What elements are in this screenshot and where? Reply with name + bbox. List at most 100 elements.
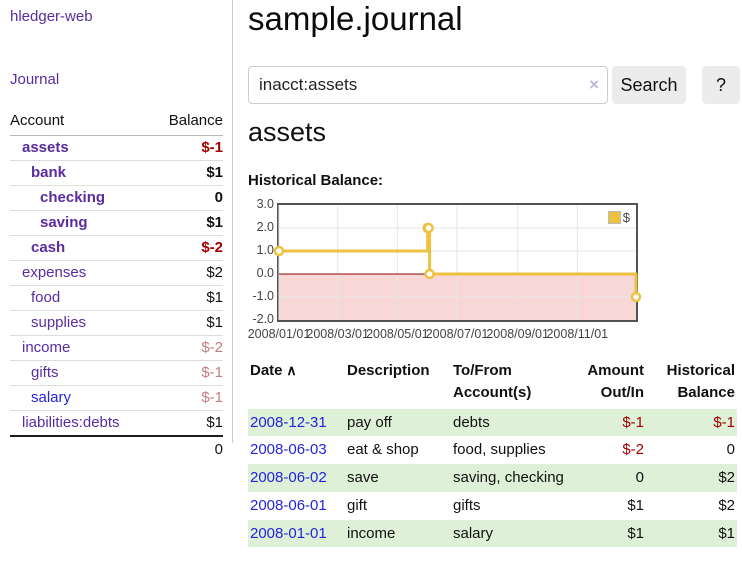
balance-column-header: Balance	[168, 112, 223, 129]
account-link-liabilities-debts[interactable]: liabilities:debts	[22, 414, 120, 431]
account-balance: $-1	[201, 389, 223, 406]
accounts-rows: assets $-1 bank $1 checking 0 saving $1 cash $-2 e…	[10, 136, 223, 435]
account-column-header: Account	[10, 112, 65, 129]
register-row: 2008-06-01 gift gifts $1 $2	[248, 492, 737, 520]
amount-cell: $1	[627, 524, 644, 542]
amount-cell: $-2	[622, 441, 644, 459]
header-line: Description	[347, 362, 430, 379]
transaction-date-link[interactable]: 2008-06-02	[250, 469, 327, 486]
transaction-date-link[interactable]: 2008-01-01	[250, 524, 327, 542]
header-line: Out/In	[600, 383, 644, 401]
account-balance: $1	[206, 164, 223, 181]
account-row: gifts $-1	[10, 360, 223, 385]
transaction-date-link[interactable]: 2008-12-31	[250, 413, 327, 431]
date-cell: 2008-06-02	[248, 464, 345, 492]
chart-svg	[273, 205, 642, 320]
account-link-salary[interactable]: salary	[31, 389, 72, 406]
register-row: 2008-06-03 eat & shop food, supplies $-2 0	[248, 436, 737, 464]
sidebar: hledger-web Journal Account Balance asse…	[0, 0, 233, 458]
description-cell: income	[347, 524, 396, 542]
description-cell: eat & shop	[347, 441, 419, 459]
account-row: saving $1	[10, 210, 223, 235]
accounts-cell: gifts	[453, 496, 481, 514]
amount-cell: 0	[635, 469, 644, 486]
search-box: ×	[248, 66, 608, 104]
account-link-checking[interactable]: checking	[40, 189, 106, 206]
x-axis-tick-label: 2008/03/01	[306, 327, 369, 341]
search-button[interactable]: Search	[612, 66, 686, 104]
account-row: salary $-1	[10, 385, 223, 410]
account-row: assets $-1	[10, 136, 223, 160]
balance-cell: $2	[718, 469, 735, 486]
account-row: food $1	[10, 285, 223, 310]
section-title: assets	[248, 117, 327, 147]
register-column-header: Description	[345, 357, 451, 409]
search-input[interactable]	[248, 66, 608, 104]
register-table: Date ∧ Description To/From Account(s) Amount…	[248, 357, 737, 548]
sidebar-item-journal[interactable]: Journal	[10, 71, 60, 88]
page-title: sample.journal	[248, 0, 463, 37]
balance-cell: $1	[718, 524, 735, 542]
account-link-bank[interactable]: bank	[31, 164, 67, 181]
account-row: liabilities:debts $1	[10, 410, 223, 435]
date-cell: 2008-06-03	[248, 436, 345, 464]
account-link-supplies[interactable]: supplies	[31, 314, 87, 331]
header-line: Account(s)	[453, 383, 532, 401]
amount-cell: $-1	[622, 413, 644, 431]
chart-plot-area: $	[273, 203, 642, 322]
description-cell: gift	[347, 496, 368, 514]
clear-search-icon[interactable]: ×	[589, 75, 599, 94]
y-axis-tick-label: 1.0	[256, 243, 274, 257]
header-line: To/From	[453, 362, 512, 379]
sort-ascending-icon[interactable]: ∧	[282, 362, 297, 378]
account-link-cash[interactable]: cash	[31, 239, 66, 256]
legend-label: $	[622, 210, 630, 225]
register-body: 2008-12-31 pay off debts $-1 $-1 2008-06-03 ea…	[248, 408, 737, 548]
account-link-expenses[interactable]: expenses	[22, 264, 87, 281]
date-cell: 2008-06-01	[248, 492, 345, 520]
y-axis-tick-label: 2.0	[256, 220, 274, 234]
description-cell: save	[347, 469, 379, 486]
header-line: Amount	[587, 362, 644, 379]
amount-cell: $1	[627, 496, 644, 514]
register-header-row: Date ∧ Description To/From Account(s) Amount…	[248, 357, 737, 409]
account-link-saving[interactable]: saving	[40, 214, 88, 231]
header-line: Balance	[677, 383, 735, 401]
account-row: income $-2	[10, 335, 223, 360]
account-link-gifts[interactable]: gifts	[31, 364, 59, 381]
help-button[interactable]: ?	[702, 66, 740, 104]
x-axis-tick-label: 2008/01/01	[247, 327, 311, 341]
x-axis-tick-label: 2008/09/01	[486, 327, 549, 341]
y-axis-tick-label: 3.0	[256, 197, 274, 211]
account-row: bank $1	[10, 160, 223, 185]
x-axis-tick-label: 2008/07/01	[425, 327, 489, 341]
account-link-food[interactable]: food	[31, 289, 61, 306]
x-axis-tick-label: 2008/11/01	[546, 327, 609, 341]
accounts-table-header: Account Balance	[10, 109, 223, 136]
balance-cell: $2	[718, 496, 735, 514]
account-balance: $1	[206, 214, 223, 231]
date-cell: 2008-12-31	[248, 409, 345, 437]
legend-swatch-icon	[607, 211, 621, 224]
balance-cell: 0	[726, 441, 735, 459]
register-column-header: Historical Balance	[646, 357, 737, 409]
account-balance: 0	[214, 189, 223, 206]
transaction-date-link[interactable]: 2008-06-03	[250, 441, 327, 459]
account-row: supplies $1	[10, 310, 223, 335]
account-link-income[interactable]: income	[22, 339, 71, 356]
search-form: × Search ?	[248, 66, 740, 104]
app-title-link[interactable]: hledger-web	[10, 8, 93, 25]
account-link-assets[interactable]: assets	[22, 139, 69, 156]
account-balance: $1	[206, 314, 223, 331]
account-balance: $-2	[201, 339, 223, 356]
register-column-header[interactable]: Date ∧	[248, 357, 345, 409]
account-balance: $-2	[201, 239, 223, 256]
register-column-header: To/From Account(s)	[451, 357, 569, 409]
main-content: sample.journal × Search ? assets Histori…	[248, 0, 742, 582]
transaction-date-link[interactable]: 2008-06-01	[250, 496, 327, 514]
accounts-cell: salary	[453, 524, 494, 542]
accounts-total-row: 0	[10, 435, 223, 462]
account-balance: $-1	[201, 139, 223, 156]
chart-legend: $	[606, 210, 631, 225]
y-axis-tick-label: -1.0	[252, 289, 274, 303]
